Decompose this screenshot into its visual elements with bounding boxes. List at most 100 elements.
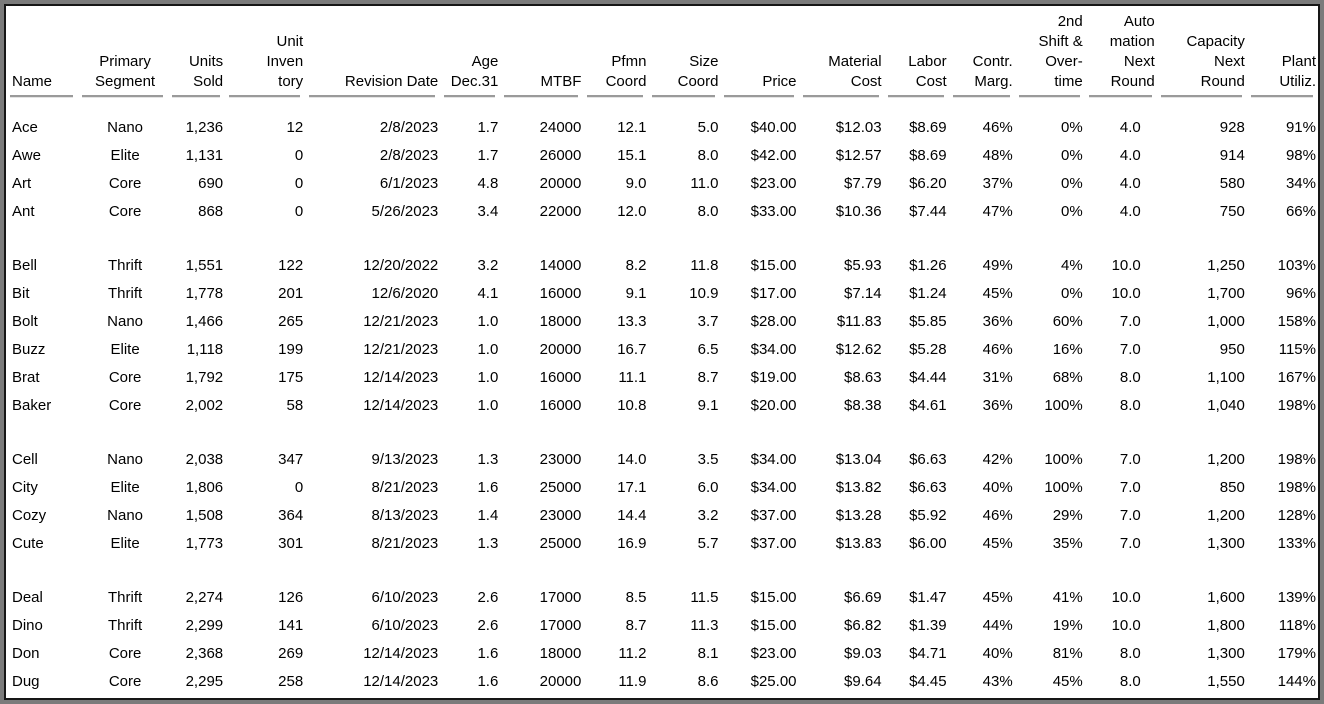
cell-name: Cute [12,534,44,552]
cell-plant-utiliz: 198% [1277,396,1316,414]
cell-mtbf: 23000 [539,506,582,524]
product-row-bell: Bell Thrift 1,551 122 12/20/2022 3.2 14000 8.2 1… [8,251,1318,279]
cell-mtbf: 22000 [539,202,582,220]
cell-contr-marg: 45% [982,284,1013,302]
header-line: Marg. [974,73,1013,90]
cell-material-cost: $7.14 [844,284,882,302]
spacer-cell [8,557,1318,583]
cell-size-coord: 9.1 [697,396,719,414]
column-header-material-cost: Material Cost [801,6,886,93]
cell-material-cost: $10.36 [835,202,882,220]
cell-labor-cost: $4.71 [909,644,947,662]
column-header-automation: Auto mation Next Round [1087,6,1159,93]
header-underline [1160,95,1242,97]
cell-segment: Elite [110,534,140,552]
cell-price: $42.00 [750,146,797,164]
cell-plant-utiliz: 34% [1285,174,1316,192]
cell-size-coord: 3.7 [697,312,719,330]
product-row-dino: Dino Thrift 2,299 141 6/10/2023 2.6 17000 8.7 11… [8,611,1318,639]
cell-segment: Nano [107,506,143,524]
cell-size-coord: 6.0 [697,478,719,496]
cell-units-sold: 2,038 [185,450,224,468]
cell-size-coord: 11.3 [690,616,719,634]
cell-segment: Thrift [107,284,143,302]
cell-labor-cost: $1.26 [909,256,947,274]
cell-revision-date: 9/13/2023 [371,450,439,468]
cell-plant-utiliz: 133% [1277,534,1316,552]
header-line: Round [1200,73,1245,90]
cell-material-cost: $12.57 [835,146,882,164]
cell-revision-date: 6/1/2023 [379,174,439,192]
cell-age: 1.0 [477,368,499,386]
cell-capacity: 1,000 [1207,312,1245,330]
cell-plant-utiliz: 115% [1278,340,1316,358]
cell-material-cost: $12.03 [835,118,882,136]
cell-labor-cost: $6.00 [909,534,947,552]
cell-age: 1.7 [477,118,499,136]
cell-mtbf: 17000 [539,616,582,634]
header-line: Contr. [972,53,1013,70]
cell-size-coord: 10.9 [689,284,719,302]
cell-labor-cost: $6.63 [909,450,947,468]
cell-age: 1.7 [477,146,499,164]
cell-unit-inventory: 301 [278,534,304,552]
cell-plant-utiliz: 198% [1277,478,1316,496]
product-row-cozy: Cozy Nano 1,508 364 8/13/2023 1.4 23000 14.4 3.2… [8,501,1318,529]
cell-plant-utiliz: 158% [1277,312,1316,330]
cell-revision-date: 8/21/2023 [371,478,439,496]
cell-size-coord: 8.0 [697,146,719,164]
header-underline [229,95,301,97]
header-line: Material [828,53,882,70]
cell-mtbf: 18000 [539,312,582,330]
cell-segment: Nano [107,312,143,330]
product-row-buzz: Buzz Elite 1,118 199 12/21/2023 1.0 20000 16.7 6… [8,335,1318,363]
cell-plant-utiliz: 198% [1277,450,1316,468]
cell-capacity: 580 [1219,174,1245,192]
cell-name: Dug [12,672,40,690]
cell-capacity: 750 [1219,202,1245,220]
cell-segment: Nano [107,118,143,136]
cell-capacity: 928 [1219,118,1245,136]
cell-name: Bell [12,256,38,274]
product-row-ant: Ant Core 868 0 5/26/2023 3.4 22000 12.0 8.0 $33.0… [8,197,1318,225]
cell-segment: Core [108,396,142,414]
cell-age: 1.6 [477,672,499,690]
header-line: mation [1109,33,1155,50]
cell-units-sold: 2,274 [185,588,224,606]
cell-segment: Elite [110,146,140,164]
header-line: Name [12,73,53,90]
cell-price: $37.00 [750,506,797,524]
header-underline [444,95,496,97]
cell-automation: 10.0 [1111,616,1141,634]
header-underline [82,95,164,97]
cell-automation: 8.0 [1119,396,1141,414]
cell-segment: Core [108,672,142,690]
cell-price: $23.00 [750,174,797,192]
header-rule-cell-capacity [1159,93,1249,101]
cell-pfmn-coord: 11.2 [618,644,647,662]
header-line: 2nd [1057,13,1083,30]
cell-capacity: 1,100 [1207,368,1245,386]
product-row-cute: Cute Elite 1,773 301 8/21/2023 1.3 25000 16.9 5.… [8,529,1318,557]
product-row-bolt: Bolt Nano 1,466 265 12/21/2023 1.0 18000 13.3 3.… [8,307,1318,335]
cell-price: $34.00 [750,478,797,496]
cell-mtbf: 20000 [539,174,582,192]
header-line: Auto [1123,13,1155,30]
cell-age: 1.3 [477,534,499,552]
cell-second-shift: 60% [1052,312,1083,330]
header-line: Age [471,53,499,70]
cell-unit-inventory: 0 [294,146,304,164]
cell-pfmn-coord: 8.2 [625,256,647,274]
cell-contr-marg: 45% [982,534,1013,552]
column-header-second-shift: 2nd Shift & Over-time [1017,6,1087,93]
cell-automation: 8.0 [1119,368,1141,386]
cell-automation: 4.0 [1119,118,1141,136]
header-line: Pfmn [611,53,647,70]
column-header-size-coord: Size Coord [650,6,722,93]
group-gap-row [8,419,1318,445]
cell-size-coord: 8.6 [697,672,719,690]
cell-labor-cost: $5.28 [909,340,947,358]
header-rule-cell-mtbf [502,93,585,101]
cell-age: 1.6 [477,478,499,496]
